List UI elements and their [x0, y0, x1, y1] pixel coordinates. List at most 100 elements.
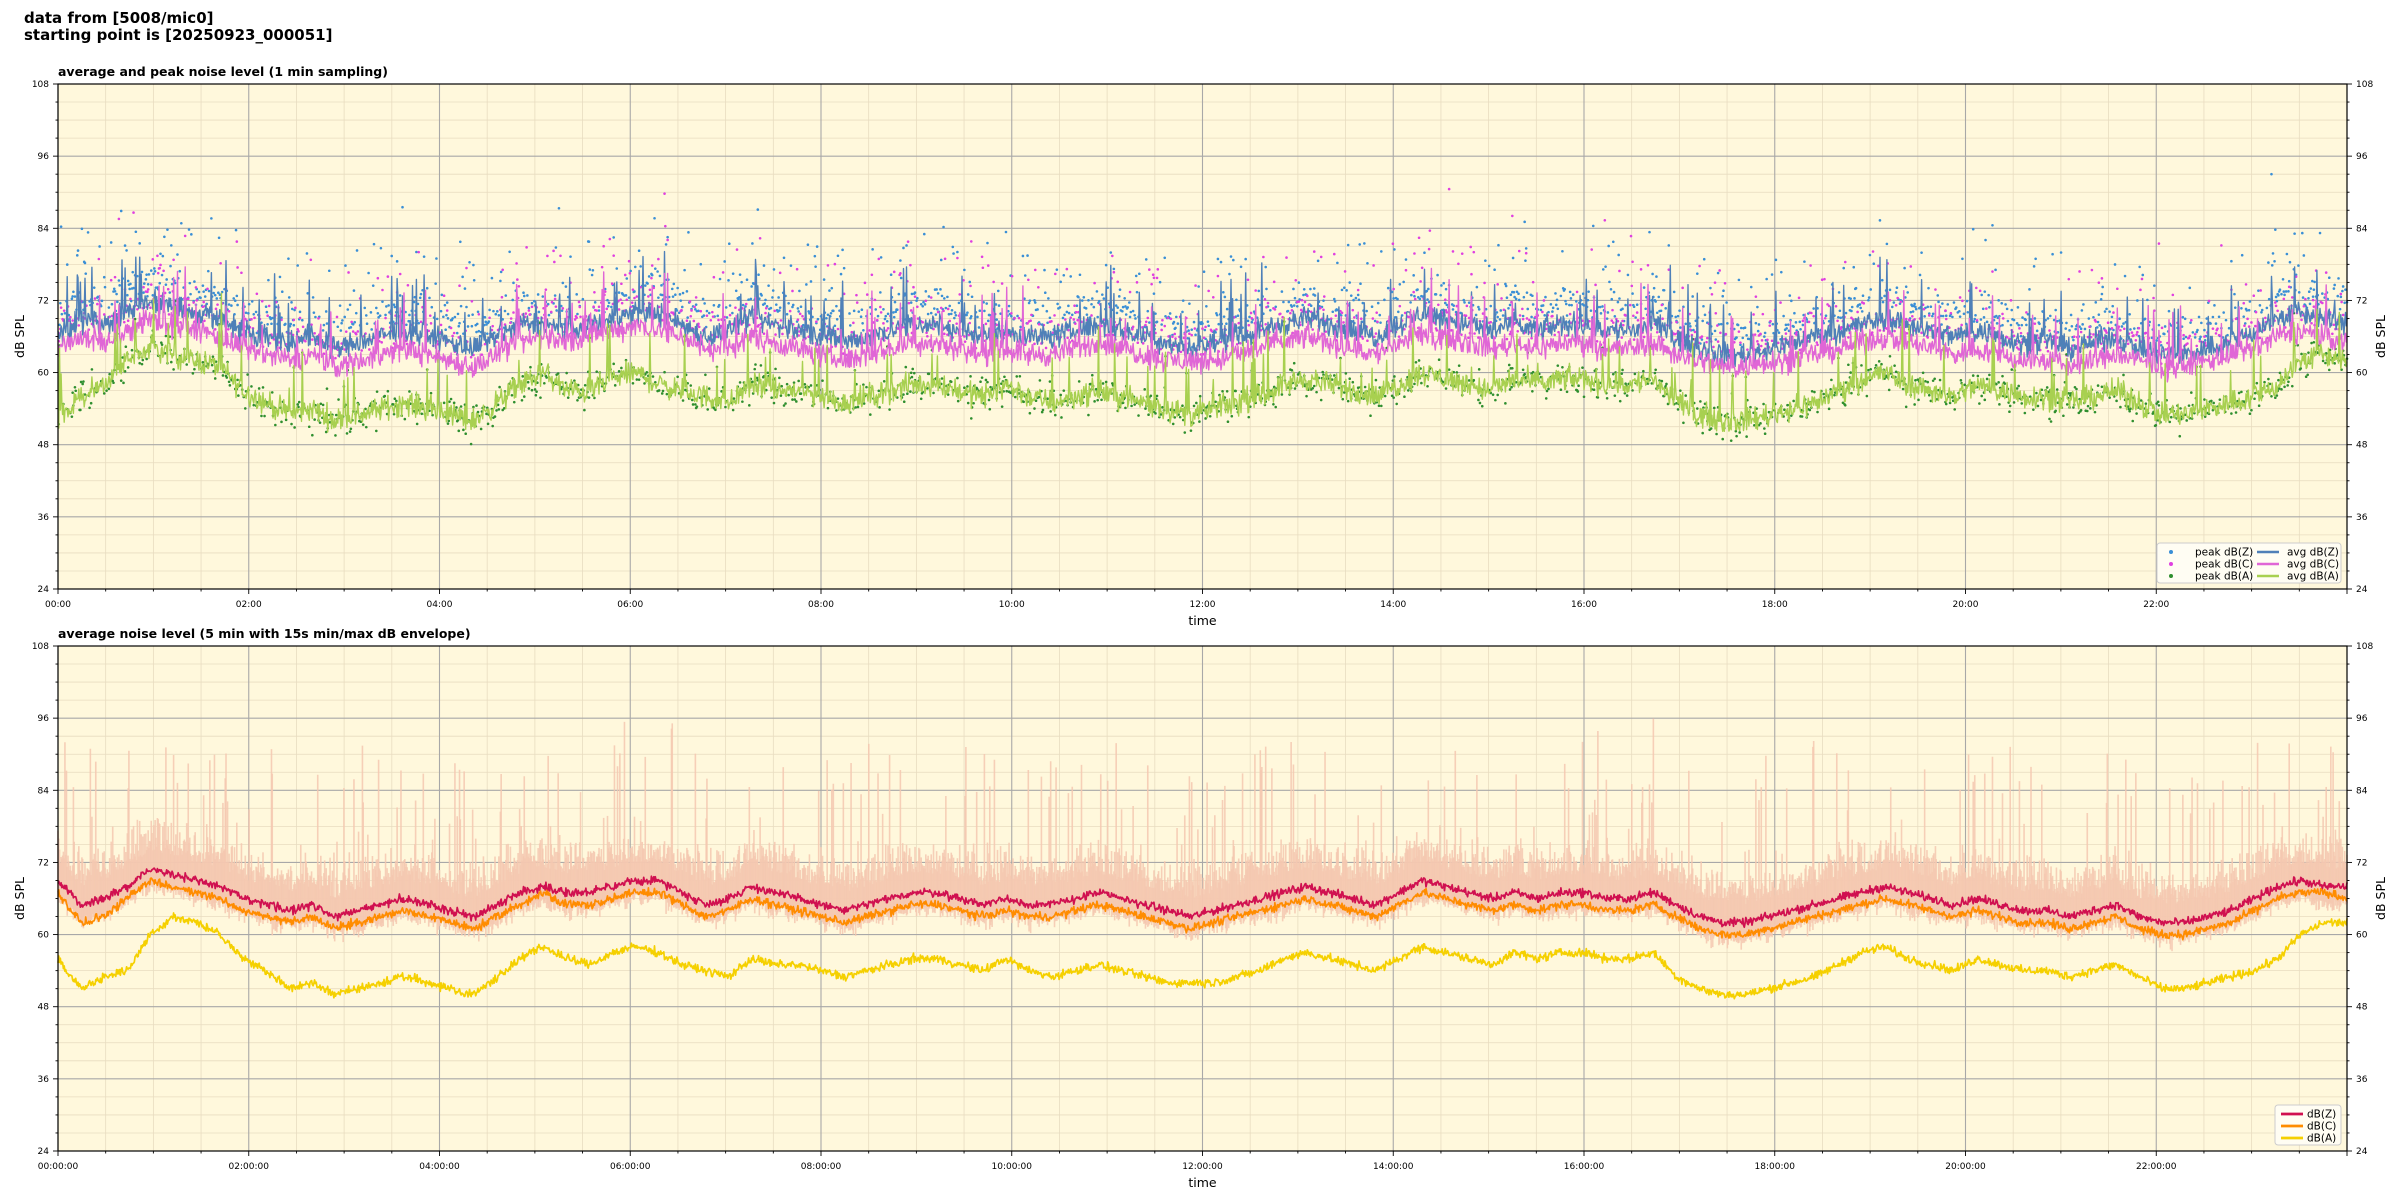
peak-point	[1934, 288, 1937, 291]
peak-point	[2067, 277, 2071, 281]
peak-point	[2034, 257, 2037, 261]
peak-point	[2068, 329, 2071, 332]
peak-point	[625, 277, 629, 280]
peak-point	[1282, 300, 1285, 304]
peak-point	[1524, 251, 1528, 255]
peak-point	[1496, 393, 1499, 397]
peak-point	[1719, 322, 1723, 326]
peak-point	[1373, 319, 1377, 323]
peak-point	[2181, 315, 2185, 319]
peak-point	[1754, 321, 1758, 325]
peak-point	[2203, 339, 2207, 342]
peak-point	[1689, 328, 1692, 331]
peak-point	[2074, 327, 2078, 331]
peak-point	[694, 296, 698, 299]
peak-point	[1654, 300, 1657, 303]
peak-point	[1609, 287, 1613, 291]
peak-point	[1838, 309, 1842, 313]
peak-point	[1475, 285, 1479, 289]
peak-point	[499, 270, 503, 274]
peak-point	[813, 254, 817, 258]
peak-point	[419, 292, 423, 296]
peak-point	[2341, 285, 2345, 288]
peak-point	[1470, 272, 1473, 276]
peak-point	[1917, 398, 1920, 402]
peak-point	[1152, 276, 1156, 280]
peak-point	[1265, 305, 1268, 309]
peak-point	[1215, 328, 1218, 331]
peak-point	[1116, 280, 1120, 284]
peak-point	[1517, 249, 1521, 253]
peak-point	[1511, 214, 1514, 218]
peak-point	[2019, 334, 2023, 338]
peak-point	[112, 287, 116, 291]
peak-point	[169, 244, 173, 247]
peak-point	[158, 266, 162, 270]
peak-point	[687, 231, 690, 234]
peak-point	[1062, 273, 1066, 277]
peak-point	[2115, 399, 2118, 403]
peak-point	[160, 343, 164, 346]
peak-point	[166, 287, 170, 291]
peak-point	[1792, 325, 1795, 328]
peak-point	[2005, 307, 2009, 311]
peak-point	[1379, 321, 1382, 324]
peak-point	[1710, 292, 1714, 296]
peak-point	[347, 271, 350, 274]
peak-point	[996, 289, 1000, 293]
peak-point	[1632, 338, 1636, 341]
peak-point	[950, 308, 954, 312]
peak-point	[314, 315, 317, 319]
peak-point	[2090, 268, 2094, 272]
peak-point	[1366, 261, 1369, 265]
peak-point	[1961, 299, 1964, 303]
peak-point	[774, 303, 778, 306]
peak-point	[909, 390, 912, 393]
peak-point	[1465, 304, 1469, 308]
peak-point	[681, 291, 685, 295]
peak-point	[76, 249, 80, 252]
peak-point	[660, 284, 663, 287]
peak-point	[376, 276, 380, 280]
peak-point	[732, 397, 736, 400]
peak-point	[1332, 252, 1336, 256]
peak-point	[764, 306, 768, 310]
peak-point	[2028, 288, 2031, 291]
peak-point	[591, 268, 595, 272]
peak-point	[451, 317, 454, 320]
peak-point	[1474, 313, 1478, 317]
peak-point	[781, 332, 784, 336]
peak-point	[522, 294, 526, 298]
peak-point	[190, 233, 193, 236]
peak-point	[1664, 307, 1667, 310]
peak-point	[902, 400, 906, 404]
peak-point	[1053, 314, 1056, 317]
peak-point	[188, 281, 192, 285]
peak-point	[1878, 219, 1882, 222]
peak-point	[2343, 301, 2346, 305]
peak-point	[515, 262, 518, 265]
peak-point	[301, 318, 304, 322]
peak-point	[947, 312, 951, 316]
peak-point	[356, 330, 360, 333]
peak-point	[952, 252, 955, 255]
peak-point	[2318, 231, 2322, 235]
peak-point	[1250, 316, 1254, 320]
peak-point	[537, 310, 541, 314]
peak-point	[1909, 265, 1913, 268]
peak-point	[2267, 261, 2270, 264]
peak-point	[2311, 279, 2314, 283]
peak-point	[1095, 290, 1099, 293]
peak-point	[2233, 306, 2237, 309]
peak-point	[2110, 327, 2114, 330]
peak-point	[906, 392, 909, 396]
peak-point	[1163, 256, 1167, 260]
peak-point	[1115, 311, 1119, 315]
peak-point	[477, 312, 481, 316]
peak-point	[287, 296, 291, 299]
peak-point	[2059, 251, 2063, 254]
peak-point	[1616, 300, 1620, 304]
peak-point	[233, 299, 237, 302]
peak-point	[280, 290, 284, 294]
peak-point	[1581, 292, 1585, 296]
